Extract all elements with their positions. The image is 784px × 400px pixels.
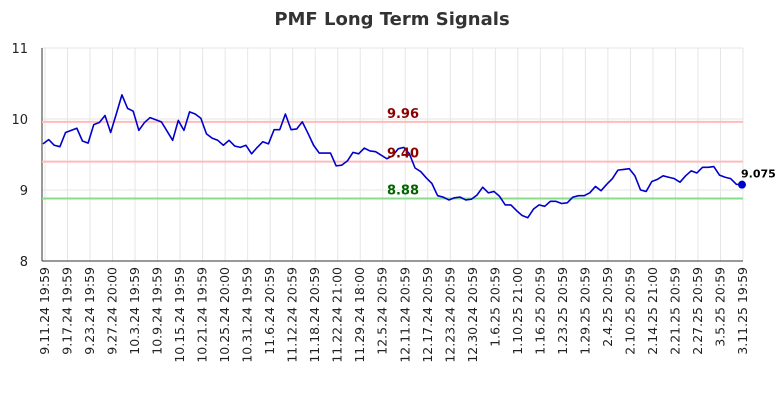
x-tick-label: 9.23.24 19:59 <box>82 267 97 355</box>
grid <box>42 47 744 262</box>
x-tick-label: 12.5.24 20:59 <box>375 267 390 355</box>
reference-line-label: 9.96 <box>387 107 419 122</box>
x-tick-label: 2.21.25 20:59 <box>667 267 682 355</box>
x-tick-label: 11.6.24 20:59 <box>262 267 277 355</box>
series-layer <box>42 94 746 219</box>
reference-lines <box>42 120 743 200</box>
x-tick-label: 12.23.24 20:59 <box>442 267 457 363</box>
x-tick-label: 2.14.25 21:00 <box>645 267 660 355</box>
x-tick-label: 3.5.25 20:59 <box>712 267 727 347</box>
y-tick-label: 10 <box>11 113 28 128</box>
last-point-label: 9.075 <box>741 168 776 181</box>
x-tick-label: 2.4.25 20:59 <box>600 267 615 347</box>
x-tick-label: 10.25.24 20:00 <box>217 267 232 363</box>
x-tick-label: 1.23.25 20:59 <box>555 267 570 355</box>
x-tick-label: 11.18.24 20:59 <box>307 267 322 363</box>
x-tick-label: 2.10.25 20:59 <box>622 267 637 355</box>
x-tick-label: 1.6.25 20:59 <box>487 267 502 347</box>
last-point-marker <box>738 180 746 189</box>
x-tick-label: 9.11.24 19:59 <box>37 267 52 355</box>
x-tick-label: 1.10.25 21:00 <box>510 267 525 355</box>
x-tick-label: 2.27.25 20:59 <box>690 267 705 355</box>
y-tick-label: 11 <box>11 42 28 57</box>
x-tick-label: 1.29.25 20:59 <box>577 267 592 355</box>
y-tick-label: 9 <box>20 184 28 199</box>
x-tick-label: 11.22.24 21:00 <box>330 267 345 363</box>
axes: 8 9 10 11 9.11.24 19:59 9.17.24 19:59 9.23.24 … <box>11 42 750 363</box>
x-tick-label: 9.27.24 20:00 <box>105 267 120 355</box>
x-tick-label: 12.30.24 20:59 <box>465 267 480 363</box>
labels-layer: 9.96 9.40 8.88 9.075 <box>387 107 776 199</box>
x-tick-label: 11.12.24 20:59 <box>285 267 300 363</box>
x-tick-label: 12.17.24 20:59 <box>420 267 435 363</box>
chart-title: PMF Long Term Signals <box>274 9 509 30</box>
y-tick-label: 8 <box>20 255 28 270</box>
x-tick-label: 9.17.24 19:59 <box>60 267 75 355</box>
x-tick-label: 11.29.24 18:00 <box>352 267 367 363</box>
series-line <box>42 94 743 219</box>
x-tick-label: 1.16.25 20:59 <box>532 267 547 355</box>
x-tick-label: 10.3.24 19:59 <box>127 267 142 355</box>
x-tick-label: 10.31.24 19:59 <box>240 267 255 363</box>
reference-line-label: 9.40 <box>387 147 419 162</box>
x-tick-label: 10.15.24 19:59 <box>172 267 187 363</box>
reference-line-label: 8.88 <box>387 184 419 199</box>
x-tick-label: 3.11.25 19:59 <box>735 267 750 355</box>
x-tick-label: 12.11.24 20:59 <box>397 267 412 363</box>
x-tick-label: 10.21.24 19:59 <box>195 267 210 363</box>
x-tick-label: 10.9.24 19:59 <box>150 267 165 355</box>
